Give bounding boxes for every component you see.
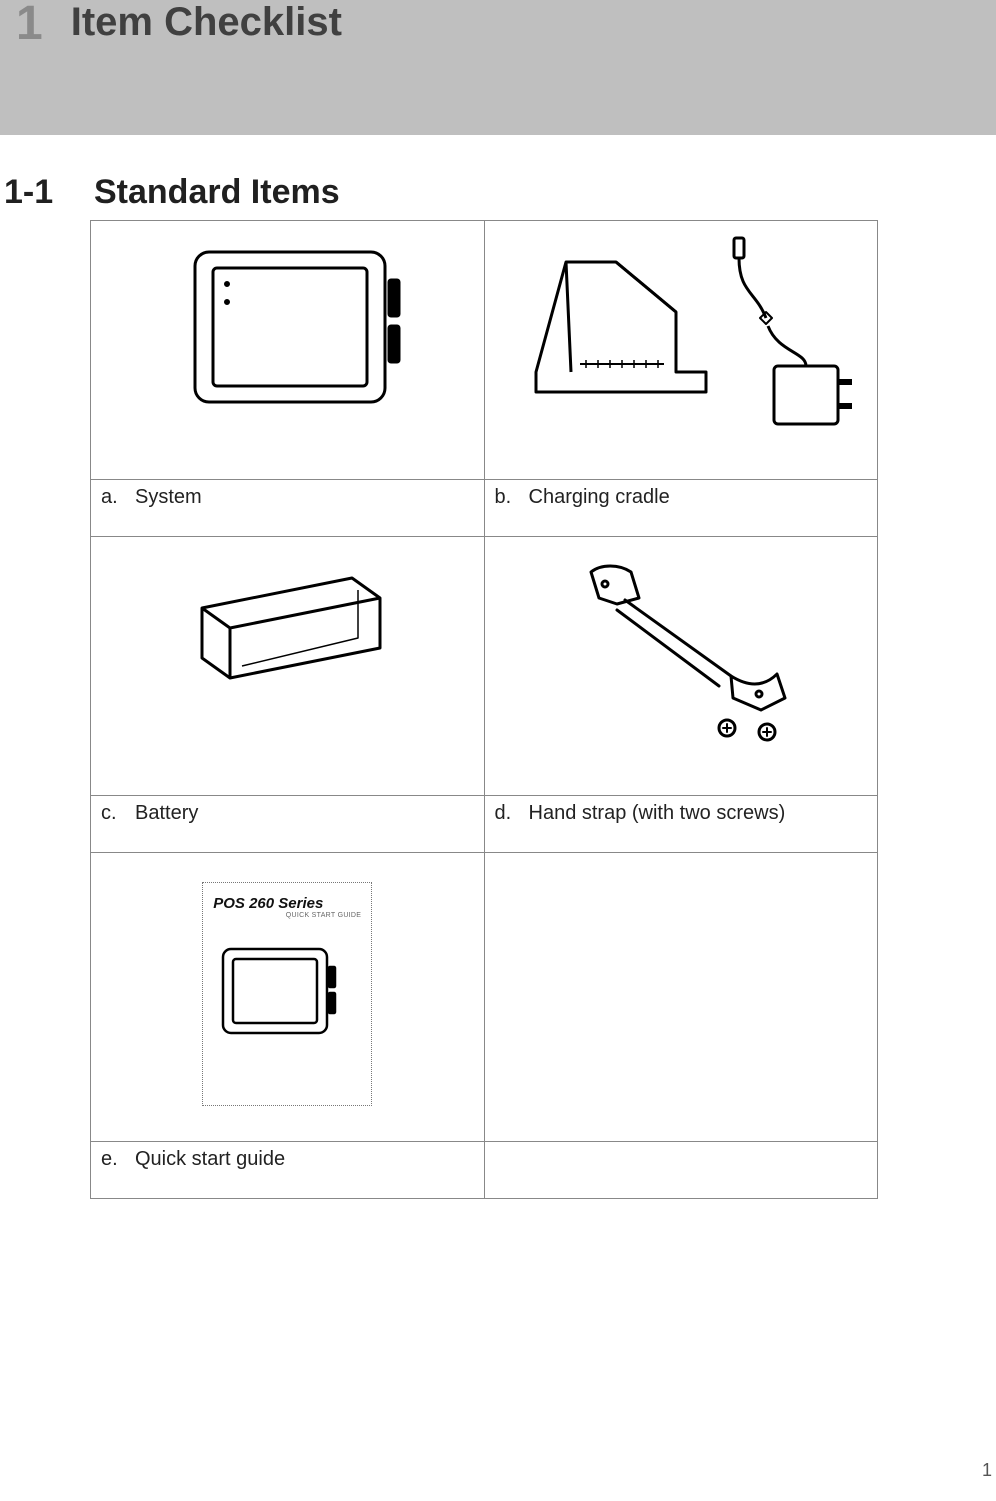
section-title: Standard Items [94,173,340,212]
item-text: Battery [135,802,198,825]
quick-start-guide-card: POS 260 Series QUICK START GUIDE [202,882,372,1106]
items-table: a. System b. Charging cradle [90,220,878,1199]
item-label-a: a. System [91,480,485,537]
item-text: Quick start guide [135,1148,285,1171]
section-number: 1-1 [0,173,94,212]
guide-title: POS 260 Series [213,895,361,912]
item-image-d [484,537,878,796]
item-label-b: b. Charging cradle [484,480,878,537]
item-image-a [91,221,485,480]
chapter-number: 1 [0,0,71,48]
item-label-e: e. Quick start guide [91,1142,485,1199]
item-label-f-empty [484,1142,878,1199]
item-letter: b. [495,486,529,509]
item-image-f-empty [484,853,878,1142]
item-letter: d. [495,802,529,825]
item-text: Hand strap (with two screws) [529,802,786,825]
guide-subtitle: QUICK START GUIDE [213,912,361,919]
item-letter: e. [101,1148,135,1171]
item-text: System [135,486,202,509]
item-image-c [91,537,485,796]
chapter-title: Item Checklist [71,2,342,42]
item-text: Charging cradle [529,486,670,509]
system-icon [157,222,417,432]
chapter-header: 1 Item Checklist [0,0,996,135]
charging-cradle-icon [506,222,856,442]
item-letter: a. [101,486,135,509]
item-letter: c. [101,802,135,825]
section-header: 1-1 Standard Items [0,173,996,212]
item-label-d: d. Hand strap (with two screws) [484,796,878,853]
page-number: 1 [982,1460,992,1481]
guide-tablet-icon [213,937,337,1047]
item-label-c: c. Battery [91,796,485,853]
item-image-b [484,221,878,480]
hand-strap-icon [531,538,831,758]
item-image-e: POS 260 Series QUICK START GUIDE [91,853,485,1142]
battery-icon [162,538,412,708]
